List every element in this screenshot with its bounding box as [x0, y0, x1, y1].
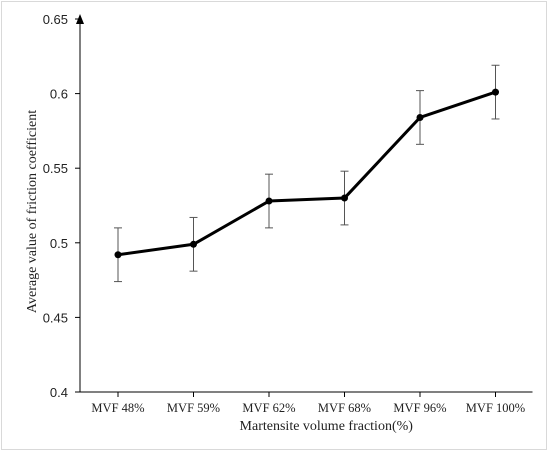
data-point	[492, 88, 499, 96]
point-group	[114, 88, 499, 259]
y-tick-group: 0.4 0.45 0.5 0.55 0.6 0.65	[43, 12, 80, 400]
data-point	[341, 194, 348, 202]
axes	[76, 14, 533, 393]
data-point	[190, 240, 197, 248]
series-line	[117, 90, 496, 257]
y-axis-title: Average value of friction coefficient	[25, 110, 40, 313]
x-tick-label: MVF 100%	[466, 401, 525, 415]
y-tick-label: 0.65	[43, 12, 68, 27]
x-tick-label: MVF 59%	[167, 401, 220, 415]
x-tick-label: MVF 68%	[318, 401, 371, 415]
y-tick-label: 0.6	[50, 87, 68, 102]
data-point	[265, 197, 273, 205]
y-tick-label: 0.45	[43, 310, 68, 325]
error-bar-group	[114, 64, 500, 283]
x-tick-label: MVF 96%	[393, 401, 446, 415]
y-tick-label: 0.55	[43, 161, 68, 176]
data-point	[114, 251, 122, 259]
data-point	[416, 113, 424, 121]
x-tick-label: MVF 48%	[91, 401, 144, 415]
x-tick-group: MVF 48% MVF 59% MVF 62% MVF 68% MVF 96% MVF 1…	[91, 392, 525, 415]
y-tick-label: 0.5	[50, 236, 68, 251]
y-tick-label: 0.4	[50, 385, 68, 400]
x-tick-label: MVF 62%	[242, 401, 295, 415]
x-axis-title: Martensite volume fraction(%)	[240, 419, 414, 434]
